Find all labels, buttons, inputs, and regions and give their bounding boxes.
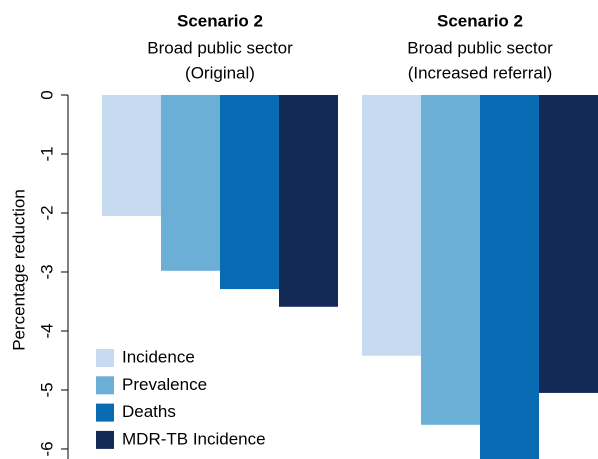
group-subtitle: Broad public sector [407,38,553,57]
bar [480,95,539,459]
legend-swatch [96,403,114,422]
group-subtitle: (Increased referral) [408,63,553,82]
legend-label: Incidence [122,347,195,366]
group-title: Scenario 2 [437,11,523,30]
y-tick-label: -6 [37,441,56,456]
bar [539,95,598,393]
legend-swatch [96,430,114,449]
group-title: Scenario 2 [177,11,263,30]
bar [220,95,279,290]
group-subtitle: Broad public sector [147,38,293,57]
legend-label: Deaths [122,402,176,421]
group-subtitle: (Original) [185,63,255,82]
legend-swatch [96,376,114,395]
y-tick-label: -4 [37,323,56,338]
bar [421,95,480,425]
bar [279,95,338,307]
bar [102,95,161,216]
y-tick-label: -2 [37,205,56,220]
y-tick-label: -1 [37,146,56,161]
y-axis-label: Percentage reduction [9,189,28,351]
y-tick-label: -3 [37,264,56,279]
y-tick-label: 0 [37,90,56,99]
legend-swatch [96,349,114,367]
y-tick-label: -5 [37,382,56,397]
legend-label: MDR-TB Incidence [122,429,266,448]
legend-label: Prevalence [122,375,207,394]
bar [362,95,421,356]
bar [161,95,220,271]
